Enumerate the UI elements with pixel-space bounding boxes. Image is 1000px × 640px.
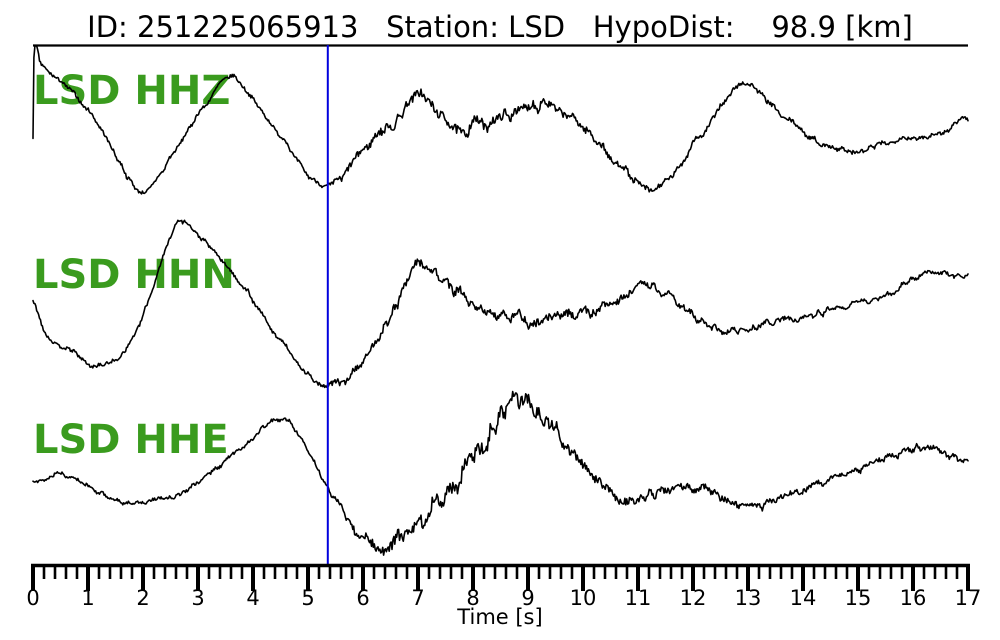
tick-label: 9 xyxy=(521,586,534,610)
tick-label: 5 xyxy=(301,586,314,610)
tick-label: 17 xyxy=(955,586,982,610)
tick-label: 0 xyxy=(26,586,39,610)
tick-label: 7 xyxy=(411,586,424,610)
tick-label: 15 xyxy=(845,586,872,610)
tick-label: 14 xyxy=(790,586,817,610)
tick-label: 3 xyxy=(191,586,204,610)
tick-label: 6 xyxy=(356,586,369,610)
channel-label-hhz: LSD HHZ xyxy=(33,68,230,114)
trace-lsd-hhn xyxy=(32,219,969,389)
x-axis-tick-labels: 0 1 2 3 4 5 6 7 8 9 10 11 12 13 14 15 16 17 xyxy=(26,586,981,610)
channel-label-hhn: LSD HHN xyxy=(33,252,235,298)
tick-label: 13 xyxy=(735,586,762,610)
tick-label: 1 xyxy=(81,586,94,610)
trace-lsd-hhe xyxy=(32,390,969,556)
tick-label: 16 xyxy=(900,586,927,610)
tick-label: 10 xyxy=(570,586,597,610)
tick-label: 12 xyxy=(680,586,707,610)
trace-lsd-hhz xyxy=(32,45,969,195)
plot-title: ID: 251225065913 Station: LSD HypoDist: … xyxy=(87,10,913,44)
tick-label: 4 xyxy=(246,586,259,610)
x-axis-ticks xyxy=(31,565,970,591)
tick-label: 2 xyxy=(136,586,149,610)
x-axis-label: Time [s] xyxy=(456,605,542,629)
tick-label: 11 xyxy=(625,586,652,610)
traces-group xyxy=(32,45,969,556)
channel-label-hhe: LSD HHE xyxy=(33,417,229,463)
tick-label: 8 xyxy=(466,586,479,610)
x-axis: 0 1 2 3 4 5 6 7 8 9 10 11 12 13 14 15 16 17 xyxy=(26,563,981,610)
